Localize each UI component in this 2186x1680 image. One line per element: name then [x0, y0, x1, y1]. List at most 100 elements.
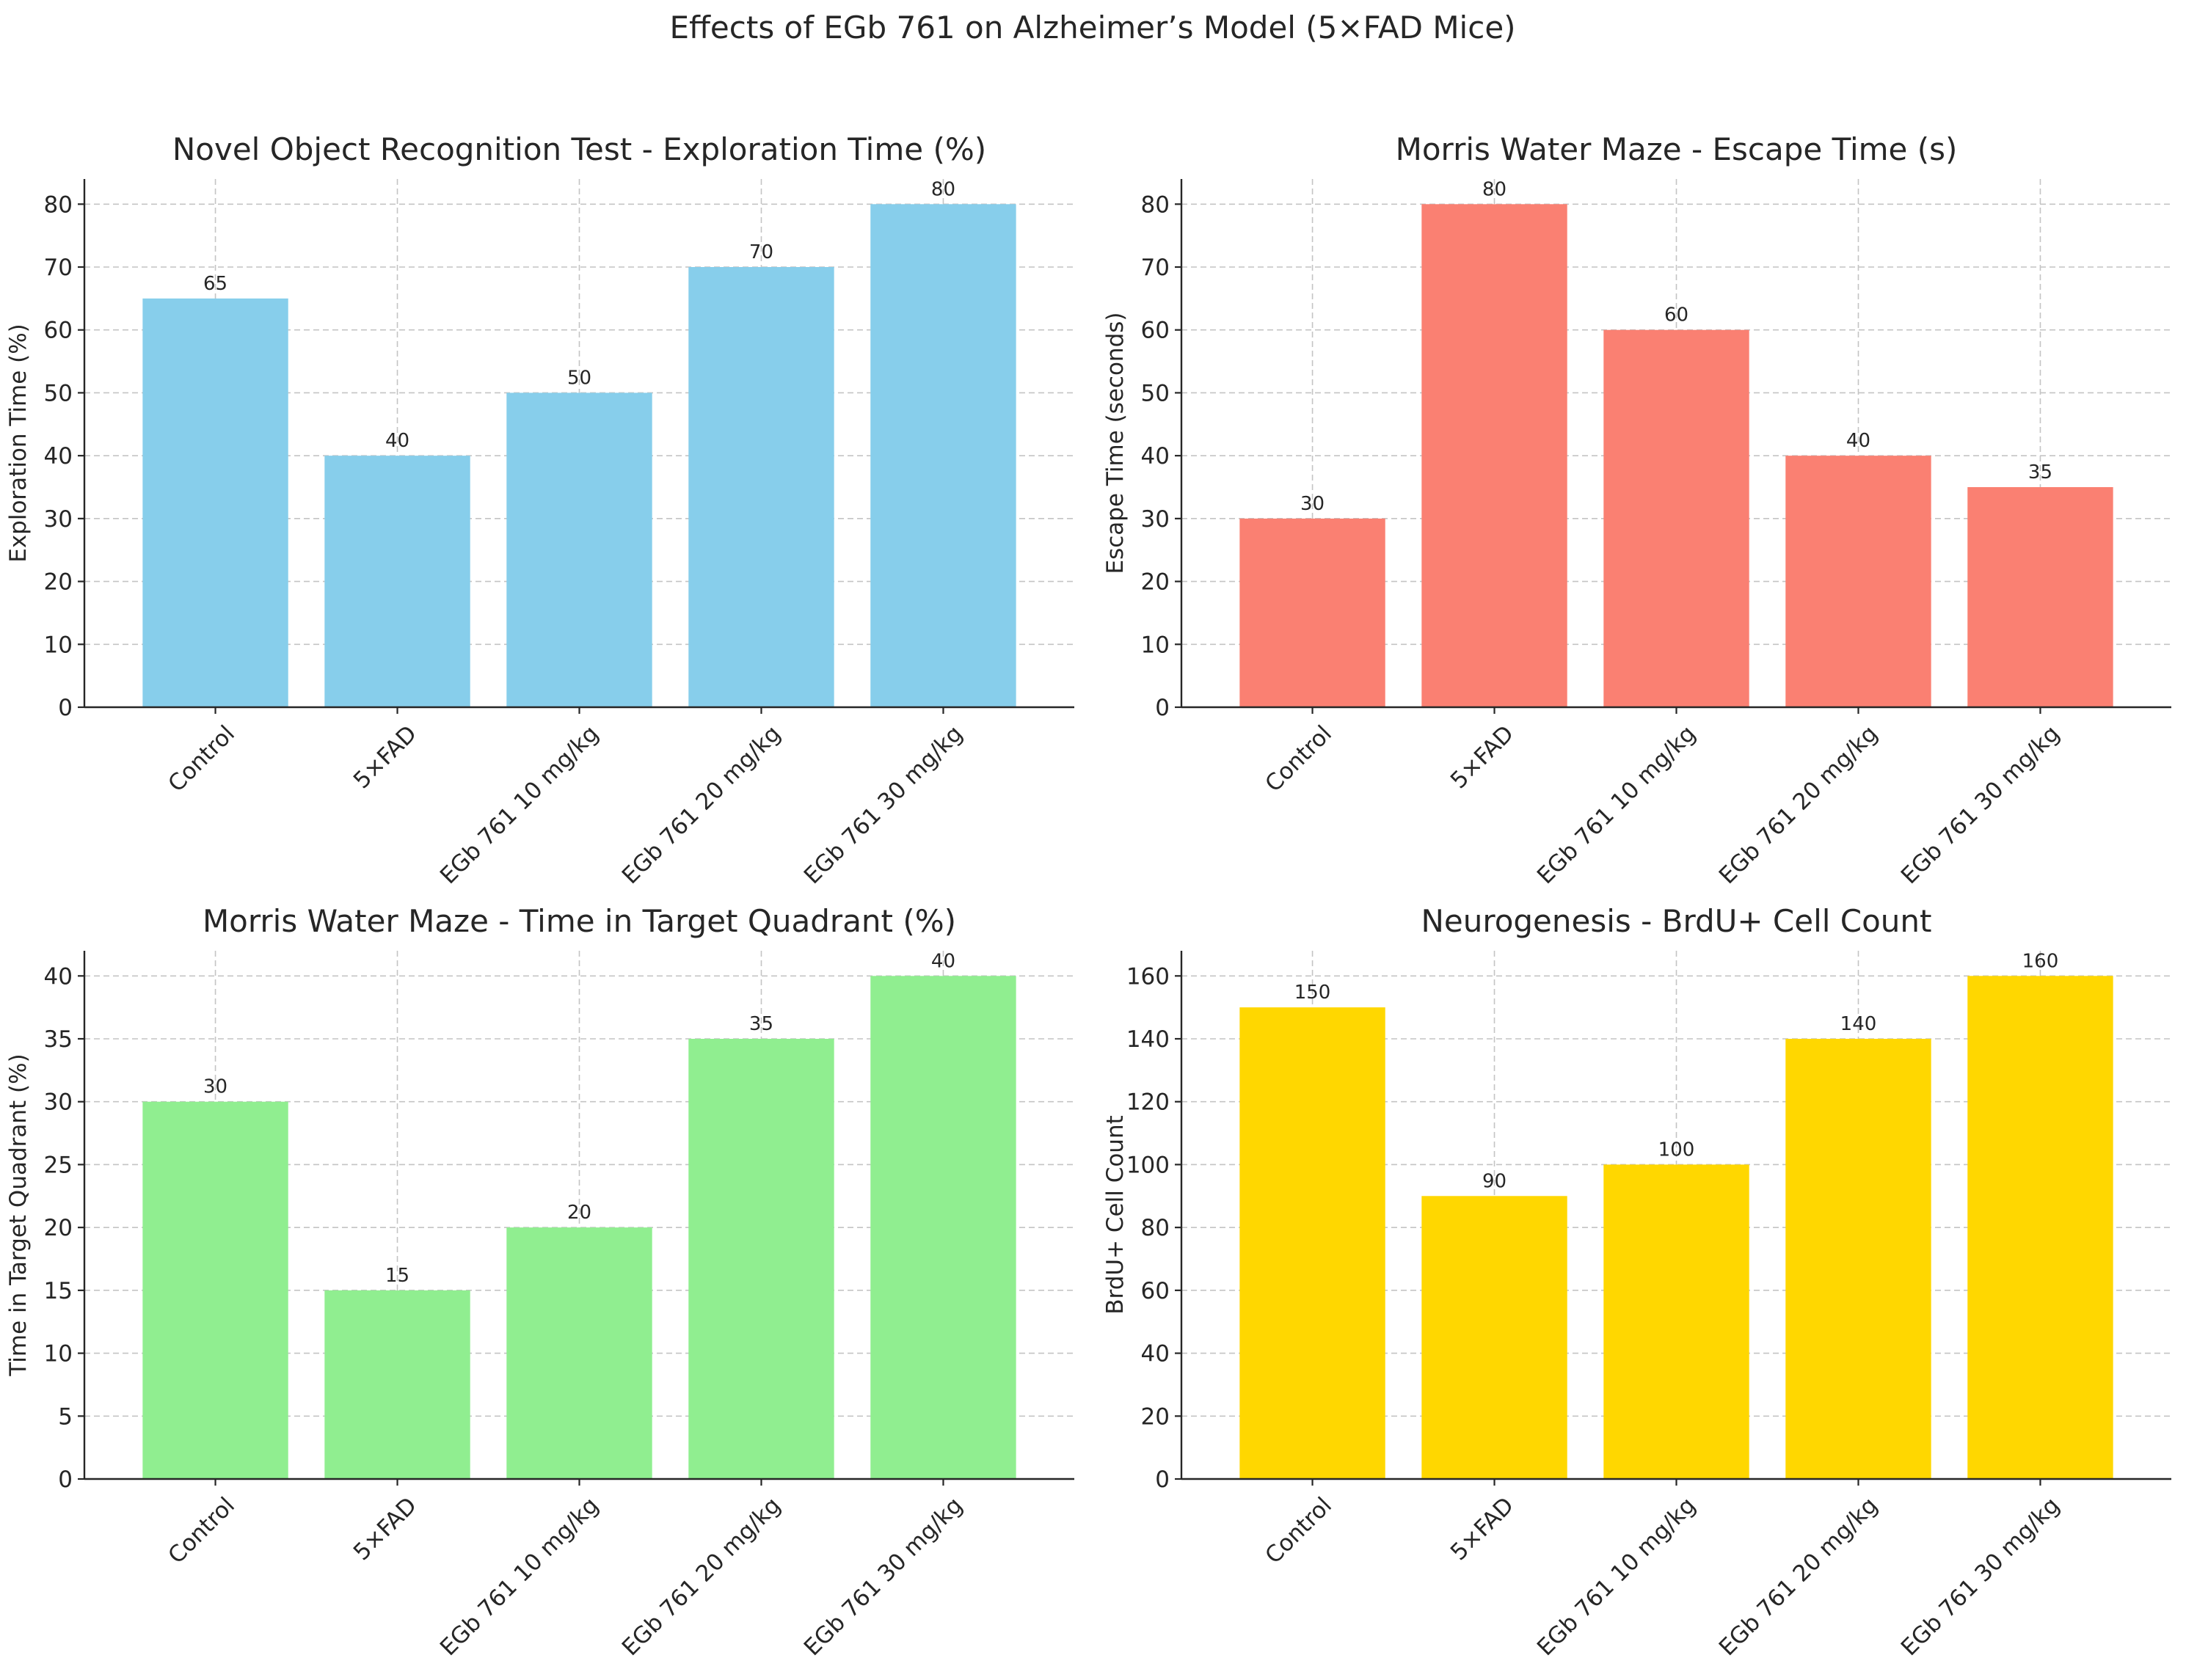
x-tick-label: EGb 761 30 mg/kg	[799, 1492, 968, 1661]
bar-2	[1421, 1196, 1567, 1479]
y-tick-label: 40	[44, 443, 73, 470]
bar-value-label: 30	[1300, 493, 1325, 515]
bar-4	[688, 267, 834, 707]
x-tick-label: EGb 761 20 mg/kg	[1714, 720, 1883, 889]
x-tick-label: Control	[163, 1492, 240, 1569]
y-tick-label: 30	[44, 1089, 73, 1116]
bar-4	[1785, 456, 1931, 707]
y-tick-label: 5	[58, 1403, 73, 1430]
bar-3	[1603, 329, 1749, 707]
y-tick-label: 50	[44, 380, 73, 406]
bar-value-label: 65	[203, 273, 227, 295]
y-tick-label: 70	[1141, 255, 1170, 281]
y-tick-label: 0	[1155, 1467, 1170, 1493]
x-tick-label: Control	[163, 720, 240, 797]
y-axis-label: BrdU+ Cell Count	[1102, 1115, 1129, 1315]
bar-value-label: 70	[749, 241, 773, 263]
y-tick-label: 25	[44, 1152, 73, 1178]
bar-value-label: 35	[2028, 461, 2052, 483]
x-tick-label: EGb 761 20 mg/kg	[1714, 1492, 1883, 1661]
bar-value-label: 40	[931, 950, 955, 972]
y-tick-label: 40	[44, 963, 73, 990]
y-tick-label: 60	[44, 318, 73, 344]
y-tick-label: 10	[44, 1341, 73, 1367]
x-tick-label: EGb 761 30 mg/kg	[799, 720, 968, 889]
bar-3	[506, 392, 652, 707]
y-tick-label: 0	[58, 1467, 73, 1493]
x-tick-label: EGb 761 20 mg/kg	[617, 1492, 786, 1661]
figure-suptitle: Effects of EGb 761 on Alzheimer’s Model …	[669, 10, 1515, 45]
y-tick-label: 120	[1126, 1089, 1170, 1116]
bar-5	[1967, 487, 2113, 707]
bar-value-label: 150	[1294, 982, 1331, 1004]
bar-value-label: 80	[931, 178, 955, 200]
bar-value-label: 140	[1840, 1013, 1877, 1035]
bar-2	[1421, 204, 1567, 707]
bar-value-label: 40	[1846, 430, 1870, 452]
bar-1	[1239, 518, 1385, 707]
bar-value-label: 20	[567, 1202, 591, 1224]
y-tick-label: 70	[44, 255, 73, 281]
y-tick-label: 60	[1141, 318, 1170, 344]
bar-value-label: 60	[1664, 304, 1688, 326]
y-tick-label: 20	[1141, 1403, 1170, 1430]
y-tick-label: 40	[1141, 1341, 1170, 1367]
y-tick-label: 10	[44, 632, 73, 658]
y-axis-label: Escape Time (seconds)	[1102, 313, 1129, 574]
bar-1	[1239, 1007, 1385, 1479]
x-tick-label: 5×FAD	[349, 720, 422, 794]
y-tick-label: 20	[44, 1215, 73, 1241]
bar-3	[506, 1227, 652, 1479]
y-tick-label: 100	[1126, 1152, 1170, 1178]
x-tick-label: EGb 761 20 mg/kg	[617, 720, 786, 889]
y-tick-label: 0	[1155, 695, 1170, 721]
x-tick-label: Control	[1260, 1492, 1337, 1569]
bar-2	[324, 1290, 470, 1479]
bar-5	[870, 976, 1016, 1479]
bar-value-label: 100	[1658, 1139, 1695, 1161]
y-tick-label: 10	[1141, 632, 1170, 658]
x-tick-label: EGb 761 10 mg/kg	[435, 720, 604, 889]
x-tick-label: 5×FAD	[1446, 1492, 1519, 1566]
bar-value-label: 35	[749, 1013, 773, 1035]
y-tick-label: 20	[1141, 569, 1170, 596]
y-tick-label: 30	[44, 506, 73, 533]
bar-4	[1785, 1039, 1931, 1479]
y-axis-label: Exploration Time (%)	[5, 324, 32, 563]
y-tick-label: 80	[1141, 1215, 1170, 1241]
bar-value-label: 30	[203, 1076, 227, 1098]
bar-value-label: 50	[567, 367, 591, 389]
y-tick-label: 80	[44, 191, 73, 218]
chart-title: Morris Water Maze - Time in Target Quadr…	[203, 903, 956, 939]
chart-title: Neurogenesis - BrdU+ Cell Count	[1421, 903, 1931, 939]
bar-value-label: 40	[385, 430, 409, 452]
x-tick-label: EGb 761 10 mg/kg	[435, 1492, 604, 1661]
x-tick-label: 5×FAD	[349, 1492, 422, 1566]
y-tick-label: 50	[1141, 380, 1170, 406]
y-tick-label: 60	[1141, 1278, 1170, 1304]
chart-panel-4: 150 90 100 140 160 0 20 40 60 80 100 120 140 160 Contr…	[1102, 903, 2171, 1661]
chart-title: Morris Water Maze - Escape Time (s)	[1396, 131, 1958, 167]
y-tick-label: 80	[1141, 191, 1170, 218]
y-tick-label: 30	[1141, 506, 1170, 533]
bar-value-label: 90	[1482, 1170, 1506, 1192]
x-tick-label: EGb 761 10 mg/kg	[1532, 720, 1701, 889]
bar-5	[1967, 976, 2113, 1479]
y-tick-label: 160	[1126, 963, 1170, 990]
y-axis-label: Time in Target Quadrant (%)	[5, 1053, 32, 1376]
x-tick-label: EGb 761 10 mg/kg	[1532, 1492, 1701, 1661]
bar-value-label: 160	[2022, 950, 2059, 972]
chart-title: Novel Object Recognition Test - Explorat…	[172, 131, 986, 167]
bar-value-label: 80	[1482, 178, 1506, 200]
y-tick-label: 40	[1141, 443, 1170, 470]
bar-1	[142, 1101, 288, 1479]
bar-3	[1603, 1164, 1749, 1479]
x-tick-label: Control	[1260, 720, 1337, 797]
y-tick-label: 140	[1126, 1026, 1170, 1053]
y-tick-label: 0	[58, 695, 73, 721]
